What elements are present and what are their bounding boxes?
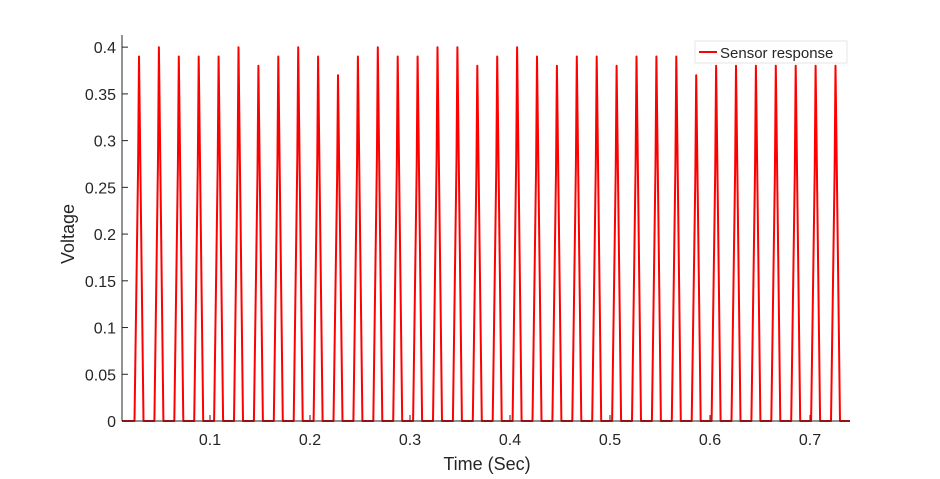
x-axis-label: Time (Sec) <box>443 454 530 474</box>
series-group <box>122 47 850 421</box>
x-tick-label: 0.5 <box>599 432 621 449</box>
x-tick-label: 0.4 <box>499 432 521 449</box>
y-tick-label: 0.4 <box>94 40 116 57</box>
y-tick-label: 0.05 <box>85 367 116 384</box>
legend: Sensor response <box>695 41 847 63</box>
x-tick-label: 0.2 <box>299 432 321 449</box>
y-tick-label: 0.35 <box>85 87 116 104</box>
y-tick-label: 0 <box>107 414 116 431</box>
y-axis-label: Voltage <box>58 204 78 264</box>
y-tick-label: 0.1 <box>94 321 116 338</box>
series-line <box>122 47 850 421</box>
y-tick-label: 0.25 <box>85 180 116 197</box>
x-tick-label: 0.6 <box>699 432 721 449</box>
x-tick-label: 0.7 <box>799 432 821 449</box>
x-tick-label: 0.3 <box>399 432 421 449</box>
y-tick-label: 0.3 <box>94 134 116 151</box>
legend-label: Sensor response <box>720 45 833 62</box>
y-tick-label: 0.15 <box>85 274 116 291</box>
y-tick-label: 0.2 <box>94 227 116 244</box>
x-tick-label: 0.1 <box>199 432 221 449</box>
